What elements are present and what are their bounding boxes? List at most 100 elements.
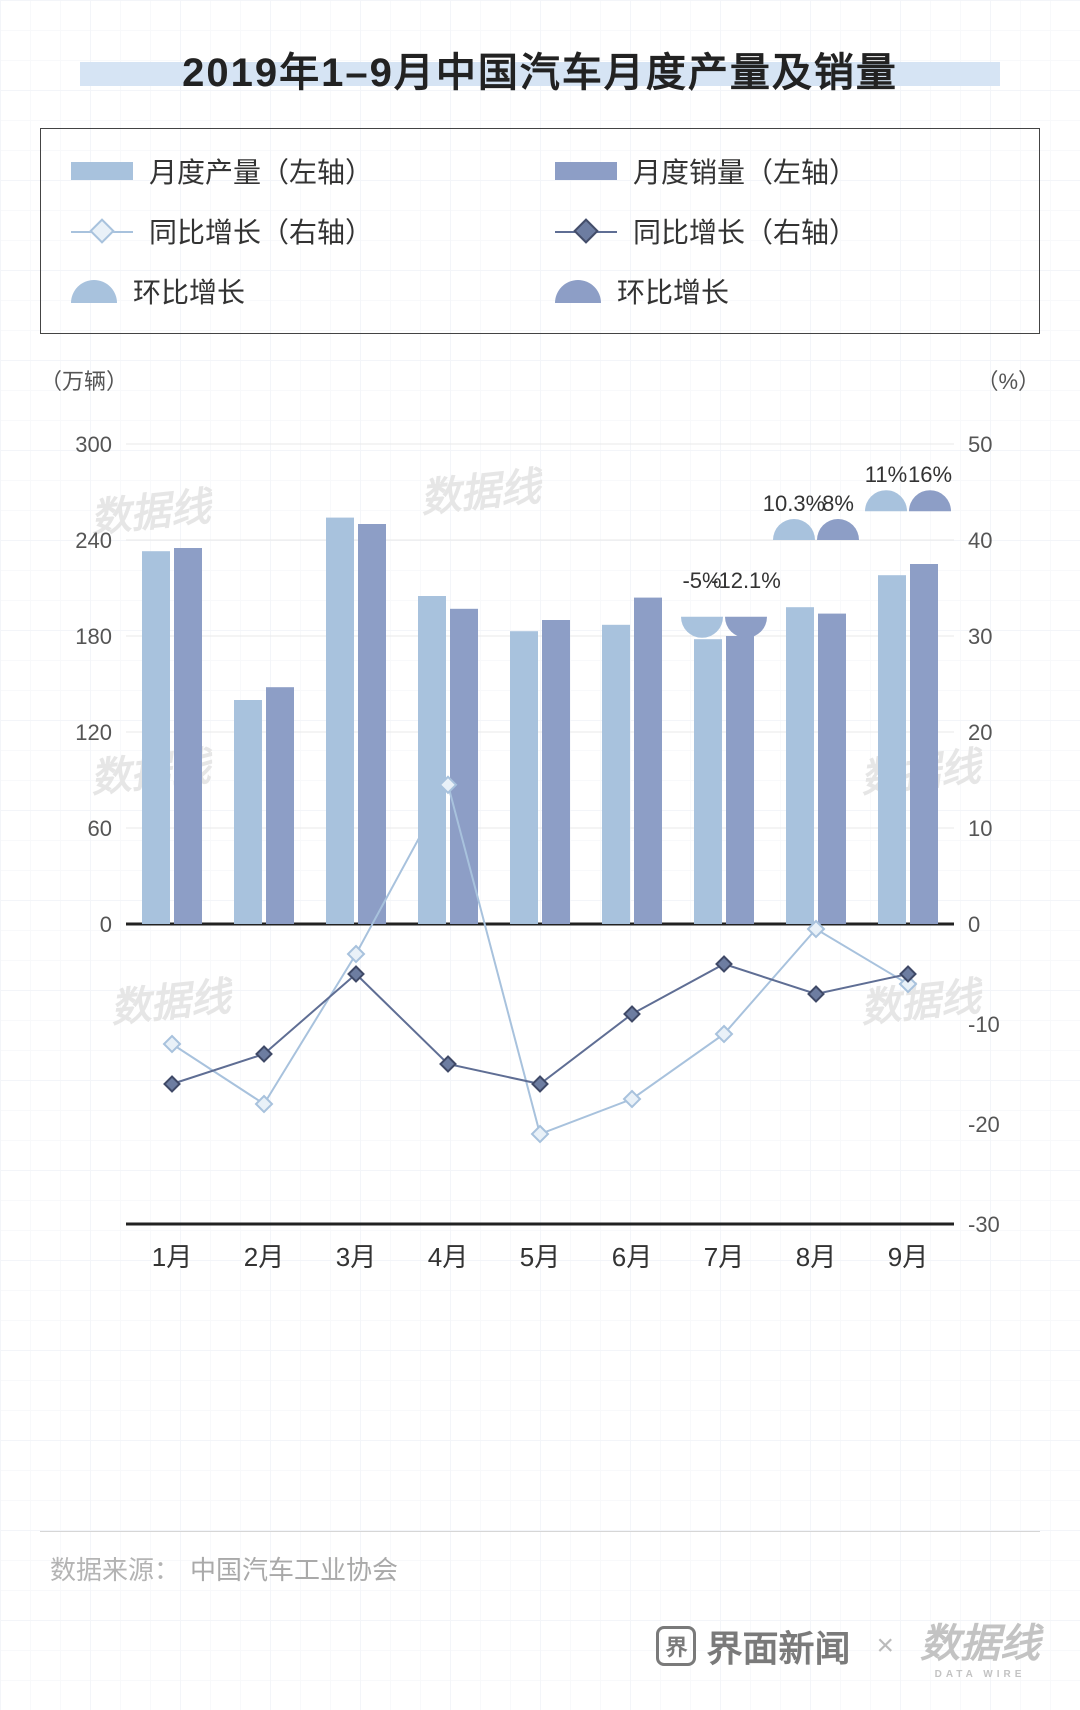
bar-production bbox=[234, 700, 262, 924]
bar-production bbox=[786, 607, 814, 924]
legend-item: 月度销量（左轴） bbox=[555, 151, 1009, 191]
yoy-production-marker bbox=[256, 1096, 272, 1112]
bar-sales bbox=[910, 564, 938, 924]
legend-swatch-semi bbox=[71, 280, 117, 303]
chart-title: 2019年1–9月中国汽车月度产量及销量 bbox=[40, 40, 1040, 98]
y2-tick-label: 0 bbox=[968, 912, 980, 937]
x-tick-label: 1月 bbox=[152, 1242, 192, 1272]
y1-tick-label: 300 bbox=[75, 432, 112, 457]
brand-jiemian: 界 界面新闻 bbox=[656, 1620, 850, 1672]
chart-svg: 0 60 120 180 240 300 -30 -20 -10 0 10 20 30 40 50 1月 2月 3… bbox=[40, 404, 1040, 1284]
source-value: 中国汽车工业协会 bbox=[190, 1550, 398, 1587]
x-tick-label: 3月 bbox=[336, 1242, 376, 1272]
legend: 月度产量（左轴） 同比增长（右轴） 环比增长 月度销量（左轴） 同比增长（右轴） 环比增长 bbox=[40, 128, 1040, 334]
y2-tick-label: 30 bbox=[968, 624, 992, 649]
y1-axis-label: （万辆） bbox=[40, 364, 128, 396]
legend-label: 月度销量（左轴） bbox=[633, 151, 857, 191]
y2-tick-label: 20 bbox=[968, 720, 992, 745]
y2-tick-label: -10 bbox=[968, 1012, 1000, 1037]
bar-sales bbox=[266, 687, 294, 924]
x-tick-label: 4月 bbox=[428, 1242, 468, 1272]
brand-datawire-label: 数据线 bbox=[920, 1621, 1040, 1666]
x-tick-label: 9月 bbox=[888, 1242, 928, 1272]
legend-item: 环比增长 bbox=[71, 271, 525, 311]
legend-label: 月度产量（左轴） bbox=[149, 151, 373, 191]
bar-production bbox=[510, 631, 538, 924]
bar-sales bbox=[358, 524, 386, 924]
yoy-sales-marker bbox=[901, 967, 916, 982]
legend-item: 同比增长（右轴） bbox=[555, 211, 1009, 251]
footer: 数据来源： 中国汽车工业协会 界 界面新闻 × 数据线 DATA WIRE bbox=[40, 1531, 1040, 1680]
y1-tick-label: 240 bbox=[75, 528, 112, 553]
legend-item: 环比增长 bbox=[555, 271, 1009, 311]
y2-tick-label: 10 bbox=[968, 816, 992, 841]
yoy-sales-line bbox=[172, 964, 908, 1084]
legend-swatch-line bbox=[71, 222, 133, 240]
brand-datawire: 数据线 DATA WIRE bbox=[920, 1611, 1040, 1680]
legend-item: 同比增长（右轴） bbox=[71, 211, 525, 251]
legend-swatch-line bbox=[555, 222, 617, 240]
y1-tick-label: 120 bbox=[75, 720, 112, 745]
source-label: 数据来源： bbox=[50, 1550, 180, 1587]
y1-tick-label: 60 bbox=[88, 816, 112, 841]
yoy-production-marker bbox=[624, 1091, 640, 1107]
yoy-sales-marker bbox=[165, 1077, 180, 1092]
legend-item: 月度产量（左轴） bbox=[71, 151, 525, 191]
bar-production bbox=[326, 518, 354, 924]
x-tick-label: 7月 bbox=[704, 1242, 744, 1272]
bar-sales bbox=[450, 609, 478, 924]
bar-production bbox=[878, 575, 906, 924]
mom-sales-semi bbox=[725, 617, 767, 638]
brand-datawire-sub: DATA WIRE bbox=[920, 1669, 1040, 1680]
yoy-production-marker bbox=[164, 1036, 180, 1052]
bar-sales bbox=[174, 548, 202, 924]
y2-tick-label: -20 bbox=[968, 1112, 1000, 1137]
chart-area: （万辆） （%） 0 60 120 180 240 300 -30 -20 -10 0 10 20 30… bbox=[40, 364, 1040, 1284]
x-tick-label: 6月 bbox=[612, 1242, 652, 1272]
mom-production-label: 10.3% bbox=[763, 491, 825, 516]
mom-production-semi bbox=[681, 617, 723, 638]
y2-axis-label: （%） bbox=[976, 364, 1040, 396]
mom-sales-label: 8% bbox=[822, 491, 854, 516]
mom-sales-semi bbox=[909, 490, 951, 511]
yoy-production-marker bbox=[532, 1126, 548, 1142]
mom-production-semi bbox=[865, 490, 907, 511]
brand-row: 界 界面新闻 × 数据线 DATA WIRE bbox=[40, 1611, 1040, 1680]
legend-label: 环比增长 bbox=[133, 271, 245, 311]
yoy-sales-marker bbox=[809, 987, 824, 1002]
y1-tick-label: 180 bbox=[75, 624, 112, 649]
legend-label: 环比增长 bbox=[617, 271, 729, 311]
legend-swatch-bar bbox=[71, 162, 133, 180]
y2-tick-label: -30 bbox=[968, 1212, 1000, 1237]
legend-swatch-semi bbox=[555, 280, 601, 303]
bar-production bbox=[694, 639, 722, 924]
mom-sales-label: -12.1% bbox=[711, 568, 781, 593]
bar-sales bbox=[726, 636, 754, 924]
brand-jiemian-label: 界面新闻 bbox=[706, 1620, 850, 1672]
bar-sales bbox=[634, 598, 662, 924]
bar-production bbox=[142, 551, 170, 924]
brand-jiemian-icon: 界 bbox=[656, 1626, 696, 1666]
mom-production-semi bbox=[773, 519, 815, 540]
yoy-sales-marker bbox=[717, 957, 732, 972]
y2-tick-label: 40 bbox=[968, 528, 992, 553]
legend-swatch-bar bbox=[555, 162, 617, 180]
y1-tick-label: 0 bbox=[100, 912, 112, 937]
mom-production-label: 11% bbox=[865, 462, 907, 487]
x-tick-label: 2月 bbox=[244, 1242, 284, 1272]
brand-separator: × bbox=[876, 1629, 894, 1663]
bar-sales bbox=[542, 620, 570, 924]
legend-label: 同比增长（右轴） bbox=[633, 211, 857, 251]
bar-production bbox=[418, 596, 446, 924]
chart-title-wrap: 2019年1–9月中国汽车月度产量及销量 bbox=[40, 40, 1040, 98]
legend-label: 同比增长（右轴） bbox=[149, 211, 373, 251]
yoy-production-marker bbox=[348, 946, 364, 962]
x-tick-label: 8月 bbox=[796, 1242, 836, 1272]
bar-production bbox=[602, 625, 630, 924]
bar-sales bbox=[818, 614, 846, 924]
mom-sales-semi bbox=[817, 519, 859, 540]
mom-sales-label: 16% bbox=[908, 462, 952, 487]
y2-tick-label: 50 bbox=[968, 432, 992, 457]
x-tick-label: 5月 bbox=[520, 1242, 560, 1272]
source-line: 数据来源： 中国汽车工业协会 bbox=[40, 1531, 1040, 1597]
